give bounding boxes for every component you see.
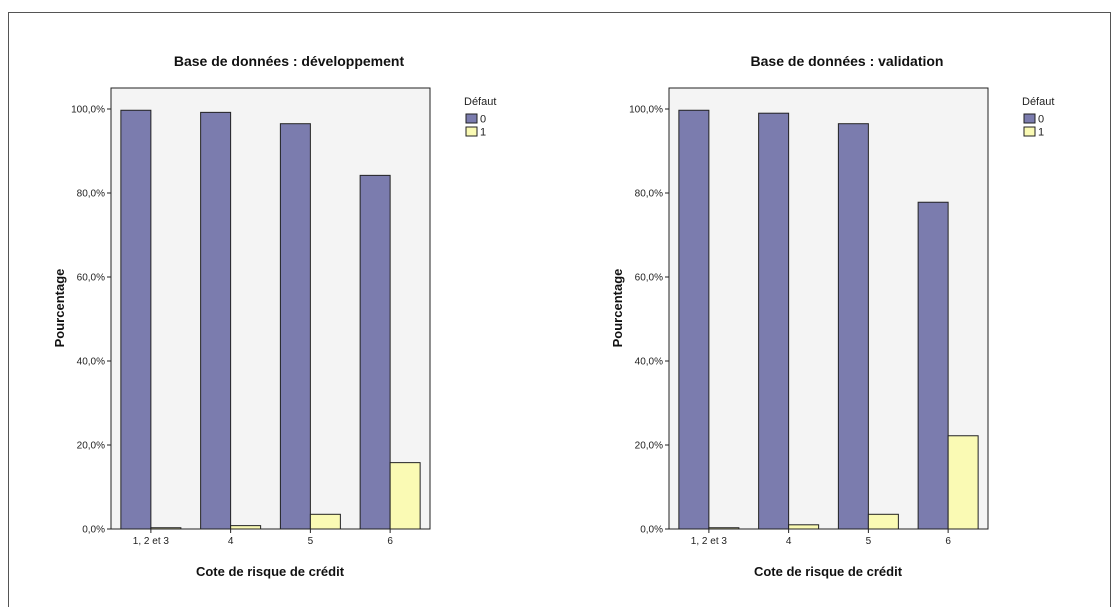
legend-swatch-series-0 xyxy=(465,113,478,124)
bar-series-0-3 xyxy=(359,174,391,530)
bar-series-0-3 xyxy=(917,201,949,530)
bar-series-0-0 xyxy=(678,109,710,530)
x-axis-label: Cote de risque de crédit xyxy=(754,564,903,579)
legend-swatch-series-0 xyxy=(1023,113,1036,124)
bar-series-0-1 xyxy=(200,111,232,530)
legend-swatch-series-1 xyxy=(1023,126,1036,137)
y-tick-label: 80,0% xyxy=(77,189,105,200)
bar-series-0-0 xyxy=(120,109,152,530)
x-tick-label: 6 xyxy=(387,536,393,547)
legend-label-series-1: 1 xyxy=(1038,127,1044,139)
legend-swatch-series-1 xyxy=(465,126,478,137)
bar-series-1-3 xyxy=(389,462,421,530)
chart-title: Base de données : validation xyxy=(751,53,944,69)
legend-title: Défaut xyxy=(1022,96,1054,108)
y-tick-label: 80,0% xyxy=(635,189,663,200)
bar-series-1-0 xyxy=(708,527,740,530)
y-axis-label: Pourcentage xyxy=(52,269,67,348)
y-tick-label: 100,0% xyxy=(71,105,105,116)
legend-label-series-0: 0 xyxy=(480,114,486,126)
y-tick-label: 20,0% xyxy=(635,441,663,452)
bar-series-1-1 xyxy=(230,525,262,530)
y-tick-label: 20,0% xyxy=(77,441,105,452)
x-axis-label: Cote de risque de crédit xyxy=(196,564,345,579)
x-tick-label: 1, 2 et 3 xyxy=(691,536,728,547)
y-axis-label: Pourcentage xyxy=(610,269,625,348)
figure-frame xyxy=(8,12,1111,607)
x-tick-label: 4 xyxy=(228,536,234,547)
legend-label-series-0: 0 xyxy=(1038,114,1044,126)
bar-series-1-2 xyxy=(309,513,341,530)
y-tick-label: 40,0% xyxy=(635,357,663,368)
x-tick-label: 5 xyxy=(308,536,314,547)
legend-label-series-1: 1 xyxy=(480,127,486,139)
x-tick-label: 5 xyxy=(866,536,872,547)
bar-series-1-0 xyxy=(150,527,182,530)
y-tick-label: 60,0% xyxy=(77,273,105,284)
y-tick-label: 0,0% xyxy=(82,525,105,536)
bar-series-1-1 xyxy=(788,524,820,530)
bar-series-1-2 xyxy=(867,513,899,530)
chart-title: Base de données : développement xyxy=(174,53,405,69)
bar-series-1-3 xyxy=(947,435,979,530)
bar-series-0-2 xyxy=(837,123,869,530)
chart-development: Base de données : développement Pourcent… xyxy=(52,53,496,579)
x-tick-label: 1, 2 et 3 xyxy=(133,536,170,547)
y-tick-label: 60,0% xyxy=(635,273,663,284)
x-tick-label: 6 xyxy=(945,536,951,547)
bar-series-0-2 xyxy=(279,123,311,530)
y-tick-label: 100,0% xyxy=(629,105,663,116)
legend-title: Défaut xyxy=(464,96,496,108)
bar-series-0-1 xyxy=(758,112,790,530)
chart-validation: Base de données : validation Pourcentage… xyxy=(610,53,1054,579)
y-tick-label: 0,0% xyxy=(640,525,663,536)
y-tick-label: 40,0% xyxy=(77,357,105,368)
x-tick-label: 4 xyxy=(786,536,792,547)
